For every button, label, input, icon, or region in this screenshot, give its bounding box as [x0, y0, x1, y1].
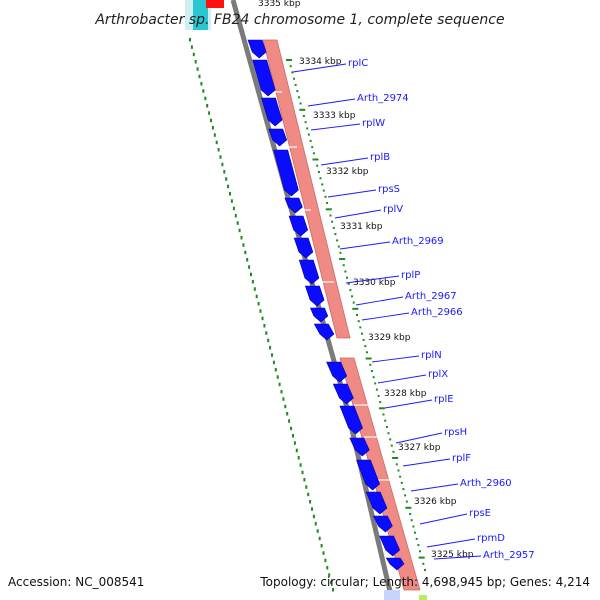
- bottom-feature-green: [419, 595, 427, 600]
- gene-label: Arth_2969: [392, 236, 444, 247]
- gene-connector-line: [410, 483, 459, 492]
- kbp-label: 3326 kbp: [414, 497, 457, 507]
- cds-arrow: [326, 361, 348, 383]
- gene-connector-line: [355, 296, 404, 306]
- dotted-ring-ticks: [286, 59, 426, 571]
- gene-connector-line: [334, 209, 382, 219]
- gene-connector-line: [327, 189, 377, 198]
- kbp-label: 3329 kbp: [368, 333, 411, 343]
- map-title: Arthrobacter sp. FB24 chromosome 1, comp…: [94, 12, 504, 28]
- cds-arrow: [268, 128, 288, 147]
- kbp-label: 3327 kbp: [398, 443, 441, 453]
- bottom-feature: [384, 590, 400, 600]
- gene-connector-line: [426, 538, 476, 548]
- kbp-label: 3335 kbp: [258, 0, 301, 9]
- gene-connector-line: [384, 399, 433, 409]
- kbp-label: 3332 kbp: [326, 167, 369, 177]
- kbp-label: 3333 kbp: [313, 111, 356, 121]
- cds-arrow: [373, 515, 393, 533]
- cds-arrow: [304, 285, 325, 307]
- cds-arrow: [339, 405, 363, 435]
- gene-label: Arth_2960: [460, 478, 512, 489]
- gene-connector-line: [433, 555, 482, 560]
- gene-connector-line: [377, 374, 427, 384]
- cds-arrow: [288, 215, 309, 237]
- cds-arrow: [293, 237, 314, 259]
- cds-arrow: [261, 97, 283, 127]
- cds-arrow: [356, 459, 380, 491]
- cds-arrow: [379, 535, 401, 557]
- gene-label: rplW: [362, 118, 385, 129]
- accession-text: Accession: NC_008541: [8, 575, 144, 589]
- gene-connector-line: [395, 432, 443, 444]
- gene-label: rpsS: [378, 184, 400, 195]
- gene-connector-line: [402, 458, 451, 467]
- cds-arrow: [284, 197, 303, 214]
- gene-label: rplP: [401, 270, 420, 281]
- gene-connector-line: [310, 123, 361, 131]
- gene-label: rpsE: [469, 508, 491, 519]
- gene-connector-line: [320, 157, 369, 166]
- gene-label: Arth_2957: [483, 550, 535, 561]
- cyan-feature-core: [193, 0, 208, 30]
- gene-label: rplB: [370, 152, 390, 163]
- cds-arrow: [310, 307, 329, 323]
- cds-arrow: [385, 557, 405, 571]
- gene-connector-line: [292, 63, 347, 73]
- gene-label: Arth_2967: [405, 291, 457, 302]
- gene-label: rplF: [452, 453, 471, 464]
- gene-label: rplC: [348, 58, 368, 69]
- cds-arrow: [273, 149, 299, 197]
- gene-connector-line: [307, 98, 356, 107]
- kbp-label: 3331 kbp: [340, 222, 383, 232]
- cds-arrow: [313, 323, 335, 341]
- cds-arrow: [365, 491, 388, 515]
- gene-connector-line: [339, 241, 391, 250]
- cds-arrow: [252, 59, 276, 97]
- cds-arrow: [349, 437, 370, 457]
- gene-label: rplV: [383, 204, 403, 215]
- gene-label: Arth_2974: [357, 93, 409, 104]
- gene-connector-line: [361, 312, 410, 321]
- summary-text: Topology: circular; Length: 4,698,945 bp…: [259, 575, 590, 589]
- kbp-label: 3330 kbp: [353, 278, 396, 288]
- gene-label: rplN: [421, 350, 442, 361]
- cds-arrow: [332, 383, 354, 405]
- cds-arrow: [247, 39, 267, 59]
- gene-connector-line: [419, 513, 468, 525]
- gene-label: Arth_2966: [411, 307, 463, 318]
- cds-arrows: [247, 39, 405, 571]
- gene-label: rpsH: [444, 427, 467, 438]
- gene-label: rpmD: [477, 533, 505, 544]
- kbp-label: 3334 kbp: [299, 57, 342, 67]
- gene-connector-line: [371, 355, 420, 363]
- gene-connector-line: [345, 275, 400, 284]
- dotted-ring-outer: [189, 38, 334, 592]
- gene-label: rplE: [434, 394, 454, 405]
- gene-label: rplX: [428, 369, 448, 380]
- cds-arrow: [298, 259, 320, 285]
- red-feature: [206, 0, 224, 8]
- kbp-label: 3328 kbp: [384, 389, 427, 399]
- kbp-label: 3325 kbp: [431, 550, 474, 560]
